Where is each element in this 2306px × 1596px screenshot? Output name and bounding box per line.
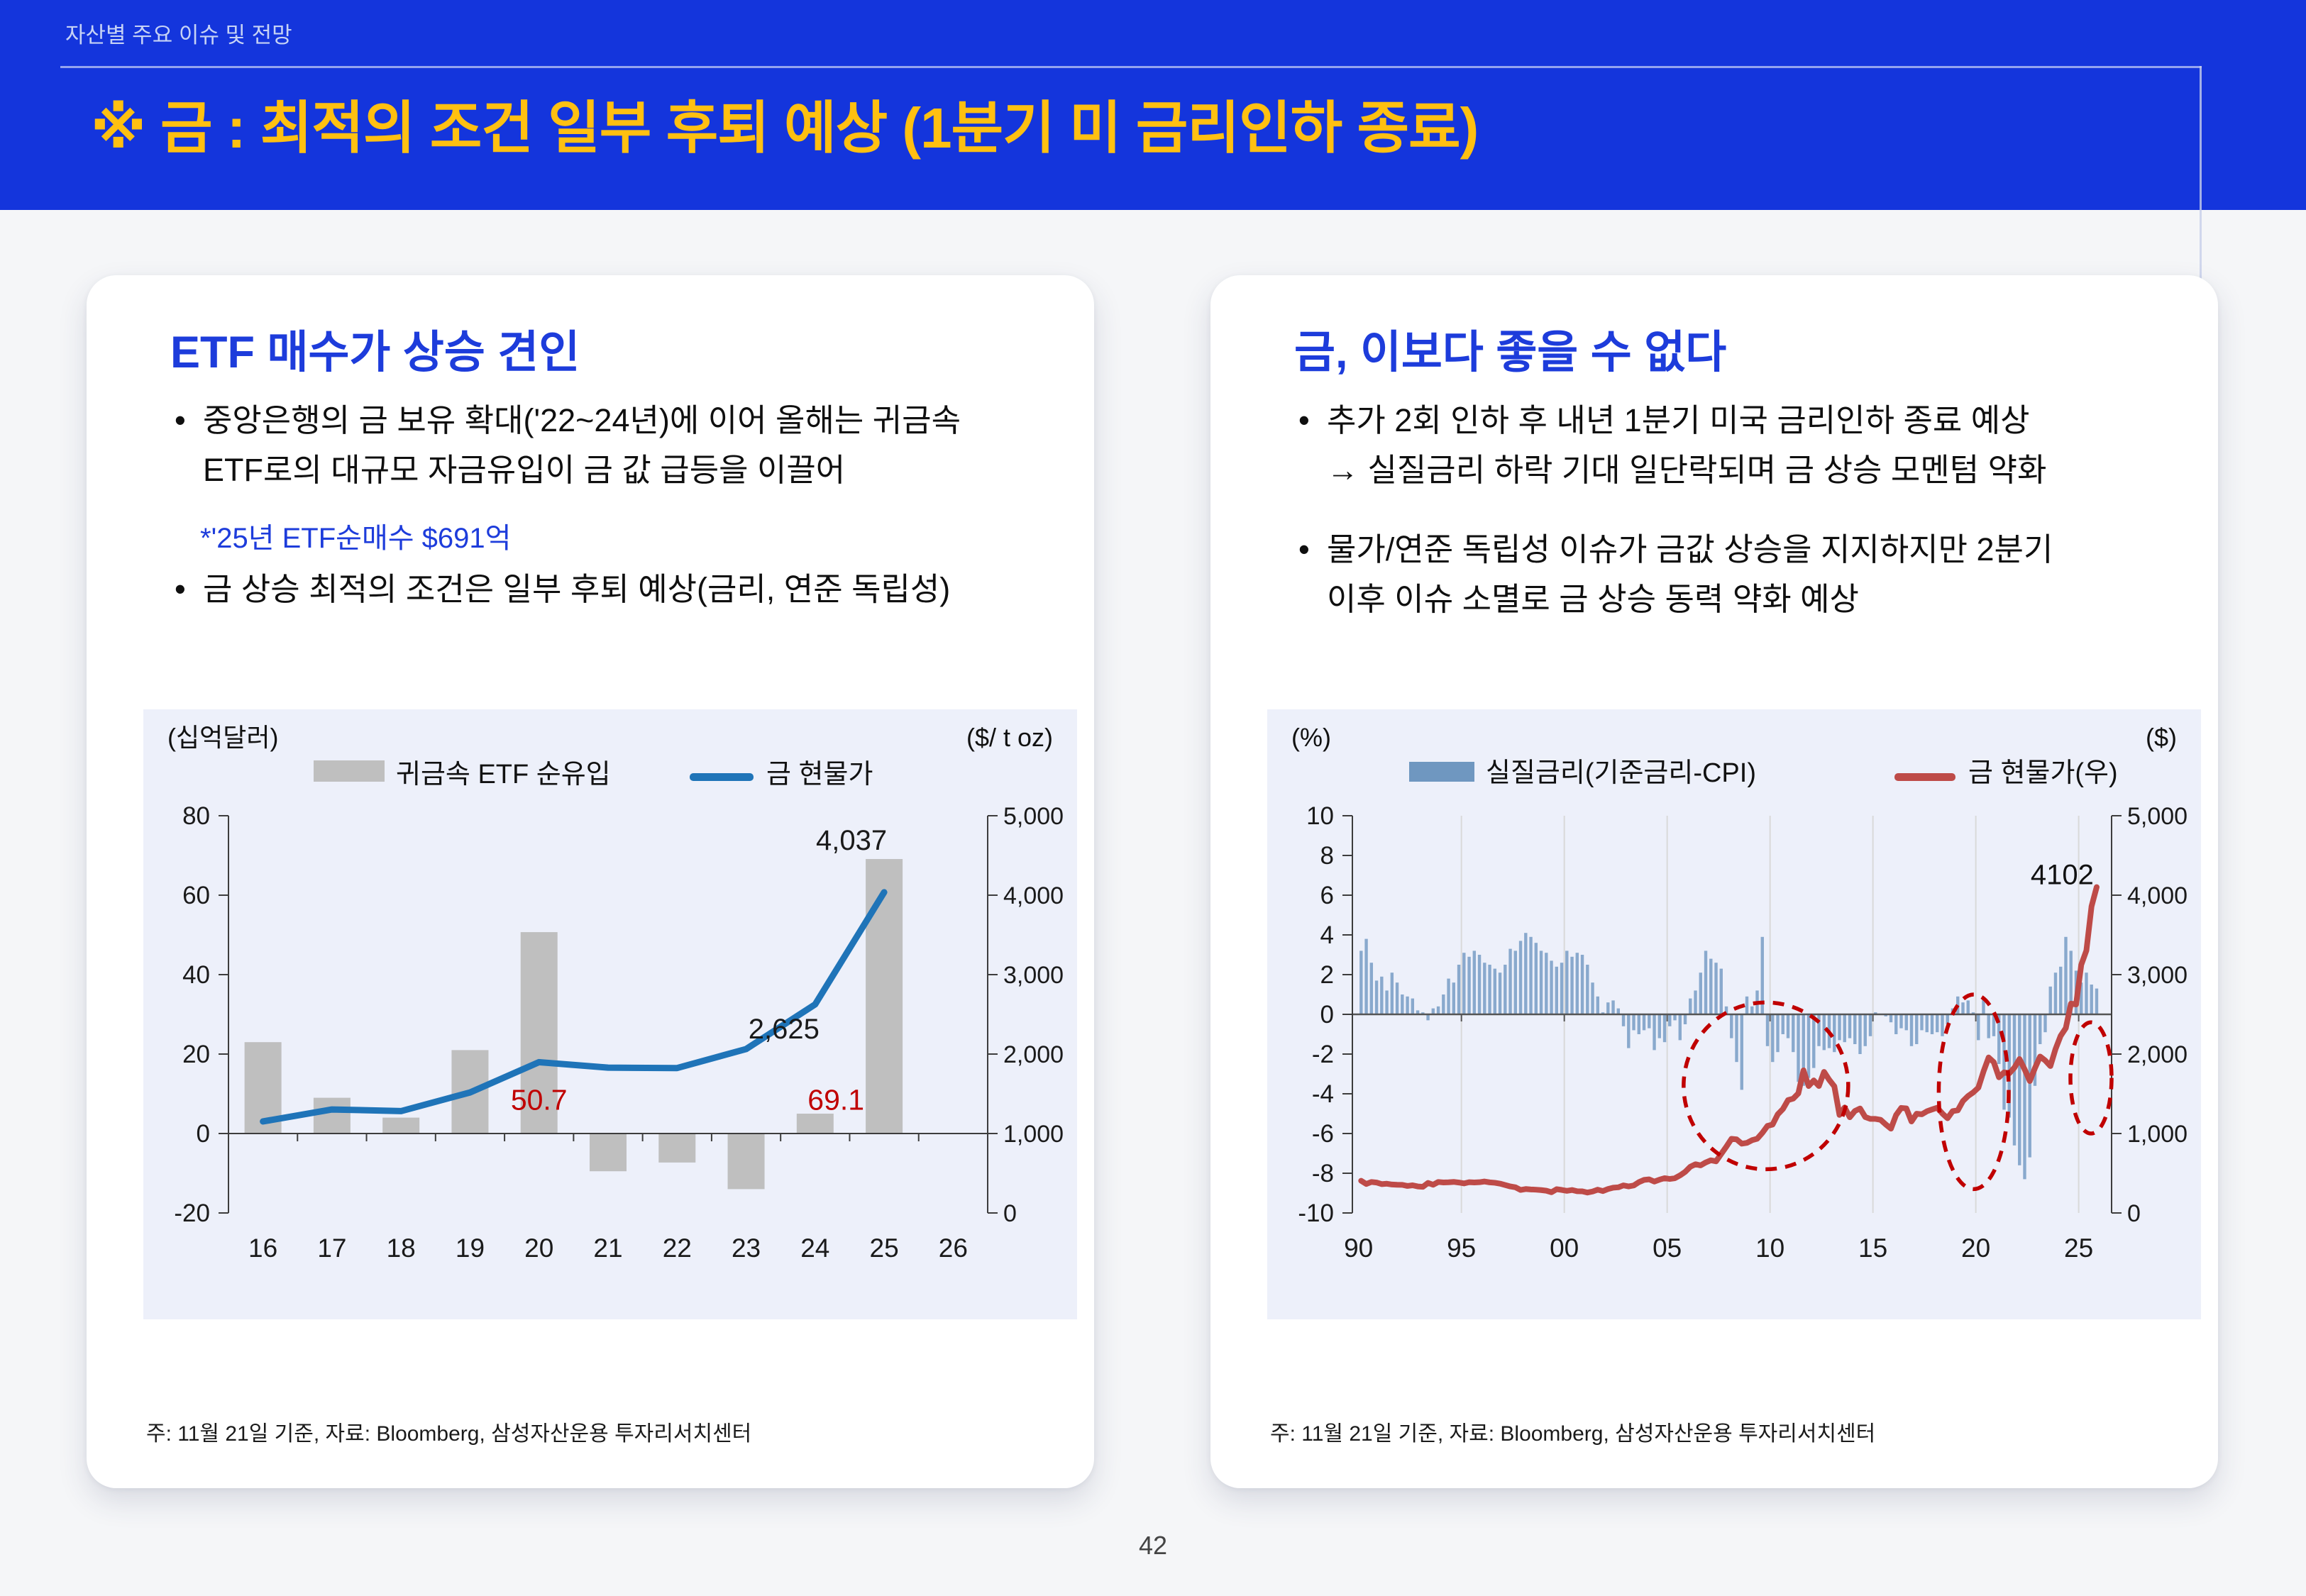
svg-text:0: 0 — [1003, 1200, 1017, 1227]
svg-text:25: 25 — [870, 1234, 899, 1263]
page-title: ※ 금 : 최적의 조건 일부 후퇴 예상 (1분기 미 금리인하 종료) — [91, 96, 1479, 160]
panel-title: 금, 이보다 좋을 수 없다 — [1294, 328, 1727, 377]
svg-text:2,000: 2,000 — [2127, 1041, 2188, 1068]
bullet-text-line: 추가 2회 인하 후 내년 1분기 미국 금리인하 종료 예상 — [1327, 402, 2030, 438]
svg-text:-10: -10 — [1298, 1199, 1334, 1227]
svg-text:2,000: 2,000 — [1003, 1041, 1064, 1068]
bullet-inflation-fed: 물가/연준 독립성 이슈가 금값 상승을 지지하지만 2분기 이후 이슈 소멸로… — [1294, 525, 2207, 624]
svg-text:-8: -8 — [1312, 1160, 1334, 1187]
breadcrumb: 자산별 주요 이슈 및 전망 — [65, 23, 292, 48]
svg-text:실질금리(기준금리-CPI): 실질금리(기준금리-CPI) — [1486, 758, 1756, 788]
panel-title: ETF 매수가 상승 견인 — [170, 328, 580, 377]
svg-text:20: 20 — [524, 1234, 553, 1263]
svg-text:($/ t oz): ($/ t oz) — [966, 723, 1053, 752]
real-rate-gold-chart: (%) ($) 실질금리(기준금리-CPI) 금 현물가(우) 10 8 6 4 2 0 -2 -4-… — [1267, 709, 2201, 1319]
panel-gold-outlook: 금, 이보다 좋을 수 없다 추가 2회 인하 후 내년 1분기 미국 금리인하… — [1210, 275, 2218, 1488]
svg-text:-2: -2 — [1312, 1041, 1334, 1068]
svg-text:금 현물가(우): 금 현물가(우) — [1968, 758, 2118, 788]
bullet-text-line: → 실질금리 하락 기대 일단락되며 금 상승 모멘텀 약화 — [1327, 452, 2047, 488]
svg-text:69.1: 69.1 — [807, 1083, 864, 1116]
svg-text:3,000: 3,000 — [1003, 962, 1064, 989]
svg-text:10: 10 — [1306, 802, 1334, 830]
svg-text:23: 23 — [732, 1234, 761, 1263]
etf-gold-combo-chart: (십억달러) ($/ t oz) 귀금속 ETF 순유입 금 현물가 80 60 40 20 0… — [143, 709, 1077, 1319]
bullet-text-line: 물가/연준 독립성 이슈가 금값 상승을 지지하지만 2분기 — [1327, 531, 2053, 567]
svg-text:15: 15 — [1858, 1234, 1887, 1263]
bullet-rate-cuts: 추가 2회 인하 후 내년 1분기 미국 금리인하 종료 예상 → 실질금리 하… — [1294, 396, 2207, 495]
svg-text:40: 40 — [182, 961, 210, 989]
svg-text:5,000: 5,000 — [2127, 803, 2188, 830]
svg-text:90: 90 — [1344, 1234, 1373, 1263]
svg-text:18: 18 — [387, 1234, 416, 1263]
svg-text:4,000: 4,000 — [2127, 882, 2188, 909]
svg-text:1,000: 1,000 — [1003, 1121, 1064, 1148]
svg-text:0: 0 — [1320, 1001, 1334, 1029]
svg-text:16: 16 — [248, 1234, 277, 1263]
svg-text:4,000: 4,000 — [1003, 882, 1064, 909]
svg-text:-20: -20 — [174, 1199, 210, 1227]
bullet-text-line: 이후 이슈 소멸로 금 상승 동력 약화 예상 — [1327, 581, 1859, 617]
svg-text:($): ($) — [2146, 723, 2177, 752]
header-band: 자산별 주요 이슈 및 전망 ※ 금 : 최적의 조건 일부 후퇴 예상 (1분… — [0, 0, 2306, 210]
svg-text:10: 10 — [1755, 1234, 1784, 1263]
svg-text:0: 0 — [2127, 1200, 2141, 1227]
svg-text:귀금속 ETF 순유입: 귀금속 ETF 순유입 — [396, 760, 611, 789]
svg-text:-4: -4 — [1312, 1080, 1334, 1108]
header-divider — [60, 66, 2202, 68]
source-footnote: 주: 11월 21일 기준, 자료: Bloomberg, 삼성자산운용 투자리… — [1270, 1422, 1876, 1446]
svg-text:25: 25 — [2064, 1234, 2093, 1263]
svg-text:26: 26 — [939, 1234, 968, 1263]
svg-text:19: 19 — [456, 1234, 485, 1263]
svg-text:금 현물가: 금 현물가 — [766, 760, 873, 789]
svg-text:8: 8 — [1320, 842, 1334, 870]
svg-text:4,037: 4,037 — [816, 825, 887, 856]
svg-text:80: 80 — [182, 802, 210, 830]
bullet-text-line: ETF로의 대규모 자금유입이 금 값 급등을 이끌어 — [203, 452, 846, 488]
svg-text:00: 00 — [1550, 1234, 1579, 1263]
panel-etf-buying: ETF 매수가 상승 견인 중앙은행의 금 보유 확대('22~24년)에 이어… — [87, 275, 1094, 1488]
svg-text:-6: -6 — [1312, 1120, 1334, 1148]
page-number: 42 — [1138, 1531, 1168, 1560]
svg-text:6: 6 — [1320, 882, 1334, 909]
svg-text:4: 4 — [1320, 921, 1334, 949]
svg-text:3,000: 3,000 — [2127, 962, 2188, 989]
source-footnote: 주: 11월 21일 기준, 자료: Bloomberg, 삼성자산운용 투자리… — [146, 1422, 752, 1446]
svg-text:60: 60 — [182, 882, 210, 909]
svg-text:2: 2 — [1320, 961, 1334, 989]
svg-text:05: 05 — [1653, 1234, 1682, 1263]
real-rate-gold-chart-svg: (%) ($)실질금리(기준금리-CPI) 금 현물가(우)1086420-2-4-… — [1291, 723, 2188, 1263]
bullet-text-line: 중앙은행의 금 보유 확대('22~24년)에 이어 올해는 귀금속 — [203, 402, 961, 438]
svg-text:22: 22 — [663, 1234, 692, 1263]
svg-text:4102: 4102 — [2031, 859, 2094, 890]
svg-text:17: 17 — [317, 1234, 346, 1263]
svg-text:20: 20 — [1961, 1234, 1990, 1263]
svg-text:2,625: 2,625 — [749, 1014, 820, 1045]
svg-text:0: 0 — [197, 1120, 210, 1148]
svg-text:20: 20 — [182, 1041, 210, 1068]
accent-vertical-line — [2200, 66, 2202, 455]
bullet-central-banks: 중앙은행의 금 보유 확대('22~24년)에 이어 올해는 귀금속 ETF로의… — [170, 396, 1083, 495]
bullet-gold-conditions: 금 상승 최적의 조건은 일부 후퇴 예상(금리, 연준 독립성) — [170, 565, 1083, 614]
note-etf-net-buy: *'25년 ETF순매수 $691억 — [200, 523, 512, 554]
svg-text:50.7: 50.7 — [511, 1083, 568, 1116]
etf-gold-combo-chart-svg: (십억달러) ($/ t oz) 귀금속 ETF 순유입 금 현물가 80 60 40 20 0… — [167, 723, 1064, 1263]
svg-text:(십억달러): (십억달러) — [167, 723, 278, 752]
svg-text:5,000: 5,000 — [1003, 803, 1064, 830]
svg-text:(%): (%) — [1291, 723, 1331, 752]
bullet-text-line: 금 상승 최적의 조건은 일부 후퇴 예상(금리, 연준 독립성) — [203, 571, 951, 607]
svg-text:1,000: 1,000 — [2127, 1121, 2188, 1148]
svg-text:24: 24 — [800, 1234, 829, 1263]
svg-text:21: 21 — [593, 1234, 622, 1263]
svg-text:95: 95 — [1447, 1234, 1476, 1263]
